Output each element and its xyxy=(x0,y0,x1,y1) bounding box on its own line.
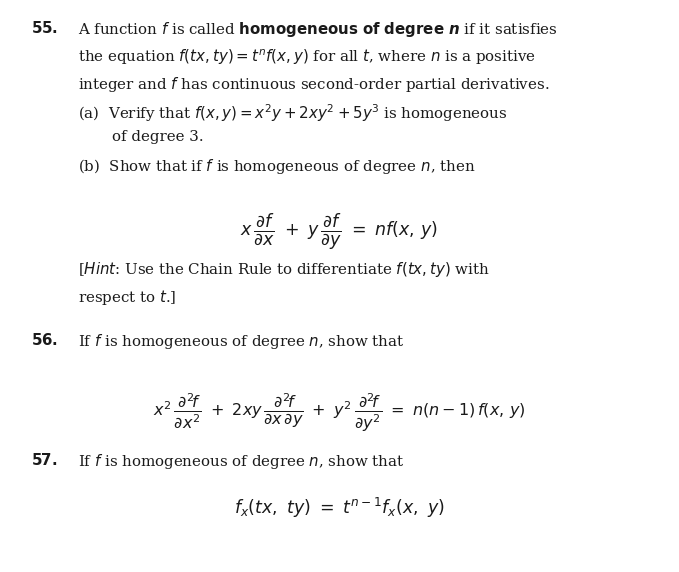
Text: $\mathbf{55.}$: $\mathbf{55.}$ xyxy=(31,20,58,36)
Text: If $f$ is homogeneous of degree $n$, show that: If $f$ is homogeneous of degree $n$, sho… xyxy=(78,452,405,471)
Text: $f_x(tx,\ ty)\ =\ t^{n-1}f_x(x,\ y)$: $f_x(tx,\ ty)\ =\ t^{n-1}f_x(x,\ y)$ xyxy=(234,496,445,521)
Text: of degree 3.: of degree 3. xyxy=(112,130,204,144)
Text: (a)  Verify that $f(x, y) = x^2y + 2xy^2 + 5y^3$ is homogeneous: (a) Verify that $f(x, y) = x^2y + 2xy^2 … xyxy=(78,102,508,124)
Text: (b)  Show that if $f$ is homogeneous of degree $n$, then: (b) Show that if $f$ is homogeneous of d… xyxy=(78,157,475,176)
Text: If $f$ is homogeneous of degree $n$, show that: If $f$ is homogeneous of degree $n$, sho… xyxy=(78,332,405,351)
Text: A function $f$ is called $\mathbf{homogeneous\ of\ degree}\ \boldsymbol{n}$ if i: A function $f$ is called $\mathbf{homoge… xyxy=(78,20,558,39)
Text: $\mathbf{56.}$: $\mathbf{56.}$ xyxy=(31,332,58,348)
Text: respect to $t$.]: respect to $t$.] xyxy=(78,288,177,307)
Text: $x\,\dfrac{\partial f}{\partial x}\ +\ y\,\dfrac{\partial f}{\partial y}\ =\ nf(: $x\,\dfrac{\partial f}{\partial x}\ +\ y… xyxy=(240,212,439,252)
Text: the equation $f(tx, ty) = t^nf(x, y)$ for all $t$, where $n$ is a positive: the equation $f(tx, ty) = t^nf(x, y)$ fo… xyxy=(78,47,536,67)
Text: integer and $f$ has continuous second-order partial derivatives.: integer and $f$ has continuous second-or… xyxy=(78,75,549,94)
Text: $x^2\,\dfrac{\partial^2\!f}{\partial x^2}\ +\ 2xy\,\dfrac{\partial^2\!f}{\partia: $x^2\,\dfrac{\partial^2\!f}{\partial x^2… xyxy=(153,392,526,434)
Text: [$\mathit{Hint}$: Use the Chain Rule to differentiate $f(tx, ty)$ with: [$\mathit{Hint}$: Use the Chain Rule to … xyxy=(78,260,490,279)
Text: $\mathbf{57.}$: $\mathbf{57.}$ xyxy=(31,452,57,468)
